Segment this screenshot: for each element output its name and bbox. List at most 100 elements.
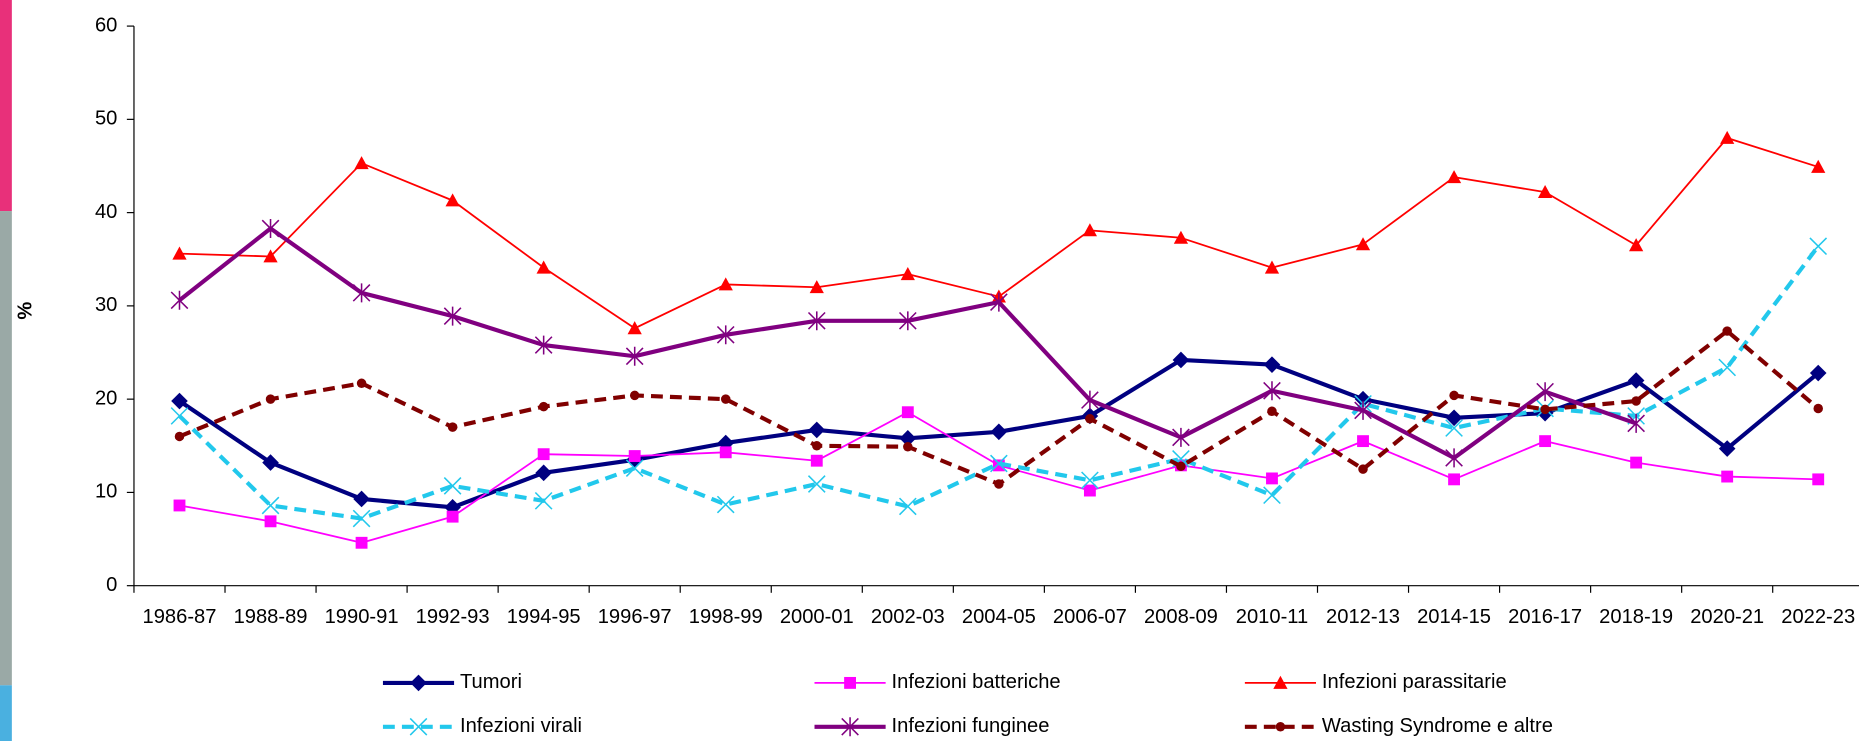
marker — [808, 421, 826, 439]
marker — [1627, 372, 1645, 389]
marker — [1540, 404, 1550, 415]
side-strip — [0, 211, 12, 686]
marker — [628, 450, 641, 462]
marker — [1263, 486, 1281, 505]
marker — [1718, 358, 1737, 377]
marker — [263, 249, 278, 263]
marker — [537, 448, 550, 461]
x-tick-label: 2000-01 — [780, 606, 854, 628]
marker — [1354, 400, 1372, 420]
marker — [627, 321, 642, 335]
marker — [903, 441, 913, 452]
marker — [1627, 413, 1645, 433]
x-tick-label: 2022-23 — [1781, 606, 1855, 628]
marker — [1720, 130, 1735, 144]
marker — [534, 491, 553, 510]
marker — [409, 717, 428, 736]
x-tick-label: 2012-13 — [1326, 606, 1400, 628]
marker — [1083, 484, 1096, 497]
series-line — [178, 244, 1820, 521]
y-tick-label: 60 — [95, 14, 117, 36]
marker — [812, 441, 822, 451]
y-tick-label: 40 — [95, 201, 117, 223]
marker — [356, 378, 367, 389]
marker — [1266, 472, 1278, 485]
legend-item: Infezioni funginee — [814, 715, 1049, 737]
marker — [534, 335, 553, 355]
marker — [992, 459, 1005, 472]
marker — [809, 280, 824, 294]
x-tick-label: 1992-93 — [416, 606, 490, 628]
x-tick-label: 2014-15 — [1417, 606, 1491, 628]
marker — [354, 156, 369, 170]
marker — [1273, 675, 1288, 689]
marker — [716, 495, 735, 514]
marker — [410, 674, 427, 692]
side-strip — [0, 685, 12, 741]
legend-label: Infezioni virali — [460, 715, 582, 737]
marker — [352, 509, 371, 528]
marker — [445, 193, 460, 207]
marker — [720, 394, 731, 404]
marker — [716, 325, 735, 345]
marker — [990, 292, 1008, 312]
marker — [898, 497, 917, 516]
legend-label: Wasting Syndrome e altre — [1322, 715, 1553, 737]
marker — [1536, 382, 1554, 402]
marker — [1173, 230, 1189, 244]
marker — [990, 454, 1008, 473]
x-tick-label: 2008-09 — [1144, 606, 1218, 628]
x-tick-label: 1988-89 — [234, 606, 308, 628]
marker — [1358, 464, 1368, 474]
x-tick-label: 1994-95 — [507, 606, 581, 628]
legend-item: Infezioni virali — [382, 715, 582, 737]
x-tick-label: 2002-03 — [871, 606, 945, 628]
legend-label: Infezioni funginee — [892, 715, 1050, 737]
legend-item: Infezioni parassitarie — [1244, 671, 1507, 693]
marker — [1267, 406, 1277, 417]
marker — [264, 515, 277, 528]
marker — [718, 277, 733, 291]
marker — [538, 401, 549, 412]
marker — [443, 306, 462, 326]
marker — [1445, 419, 1463, 437]
x-tick-label: 2004-05 — [962, 606, 1036, 628]
marker — [446, 510, 459, 523]
marker — [261, 496, 280, 515]
marker — [265, 394, 276, 404]
marker — [1809, 364, 1827, 382]
y-tick-label: 10 — [95, 481, 117, 503]
marker — [1264, 260, 1280, 274]
marker — [810, 454, 823, 467]
x-tick-label: 1990-91 — [325, 606, 399, 628]
marker — [1082, 223, 1098, 237]
marker — [807, 311, 826, 331]
marker — [172, 246, 187, 260]
x-tick-label: 2010-11 — [1236, 606, 1308, 628]
x-tick-label: 2020-21 — [1690, 606, 1764, 628]
marker — [1355, 237, 1371, 251]
marker — [990, 423, 1008, 441]
legend-item: Tumori — [382, 671, 522, 693]
marker — [1445, 448, 1463, 468]
x-tick-label: 1996-97 — [598, 606, 672, 628]
marker — [1172, 427, 1190, 447]
y-tick-label: 30 — [95, 294, 117, 316]
y-tick-label: 0 — [106, 574, 117, 596]
marker — [625, 346, 644, 366]
marker — [1811, 159, 1826, 173]
y-axis-label: % — [14, 302, 36, 320]
marker — [355, 536, 368, 549]
marker — [1263, 356, 1281, 373]
marker — [844, 676, 856, 689]
marker — [535, 464, 552, 482]
legend-label: Tumori — [460, 671, 522, 693]
x-tick-label: 1998-99 — [689, 606, 763, 628]
marker — [443, 477, 462, 495]
marker — [170, 290, 189, 310]
marker — [170, 407, 189, 425]
marker — [261, 218, 280, 238]
marker — [625, 459, 644, 478]
marker — [1275, 722, 1286, 732]
